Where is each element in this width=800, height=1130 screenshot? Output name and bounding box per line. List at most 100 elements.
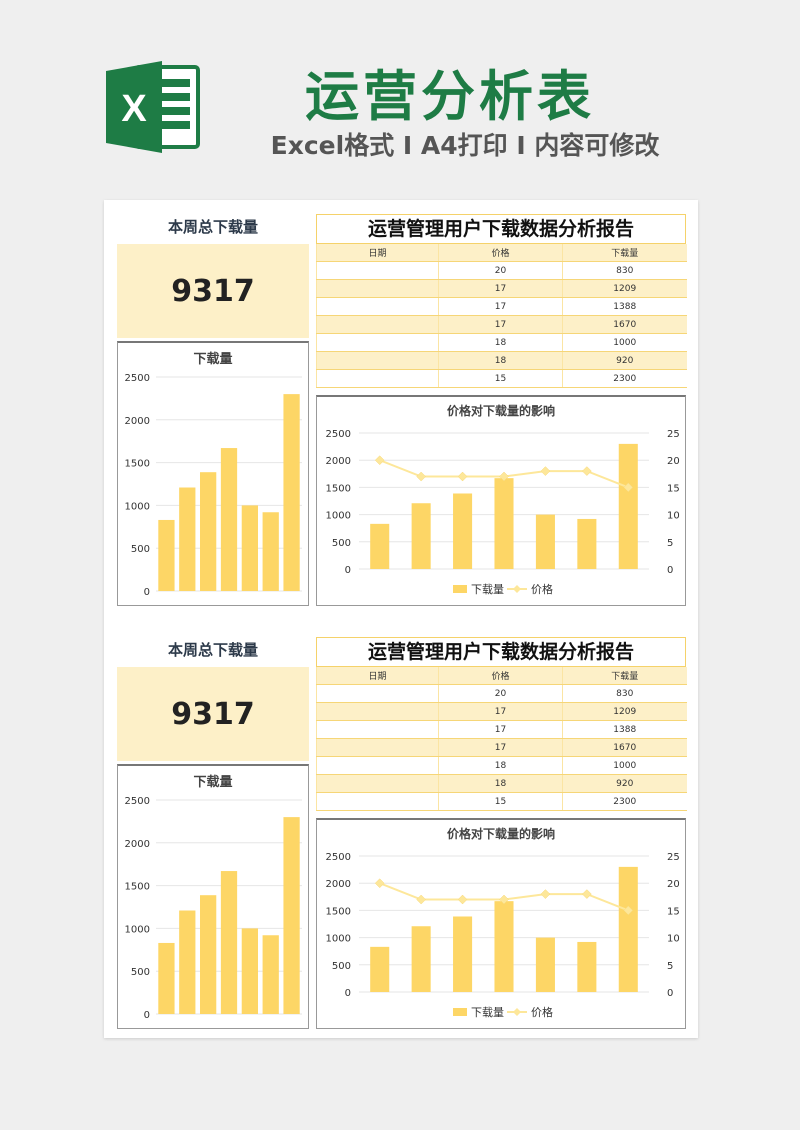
table-row: 18 1000 [316,333,687,352]
chart-title: 价格对下载量的影响 [447,403,555,418]
price-point [540,889,551,899]
cell-price[interactable]: 17 [438,279,563,298]
bar [241,505,258,591]
cell-downloads[interactable]: 920 [562,351,687,370]
cell-date[interactable] [316,756,439,775]
cell-downloads[interactable]: 1000 [562,333,687,352]
bar [411,926,431,992]
weekly-total-label: 本周总下载量 [167,218,258,236]
y-left-tick-label: 1500 [326,483,351,494]
bar [370,523,390,569]
cell-price[interactable]: 18 [438,333,563,352]
price-point [499,471,509,482]
cell-date[interactable] [316,333,439,352]
cell-downloads[interactable]: 1388 [562,720,687,739]
cell-date[interactable] [316,702,439,721]
cell-date[interactable] [316,261,439,280]
cell-downloads[interactable]: 2300 [562,792,687,811]
cell-date[interactable] [316,297,439,316]
cell-price[interactable]: 18 [438,351,563,370]
y-left-tick-label: 2000 [326,879,351,890]
cell-price[interactable]: 18 [438,756,563,775]
weekly-total-value: 9317 [117,244,309,338]
cell-date[interactable] [316,792,439,811]
cell-date[interactable] [316,279,439,298]
price-point [623,482,634,493]
download-bar-chart-svg: 下载量 0 500 1000 1500 2000 2500 [125,351,302,598]
y-left-tick-label: 0 [345,565,351,576]
cell-downloads[interactable]: 1209 [562,279,687,298]
bar [577,941,597,992]
price-point [499,894,509,905]
cell-price[interactable]: 20 [438,261,563,280]
bar [220,448,238,591]
y-tick-label: 2500 [125,796,150,807]
bar [200,895,217,1014]
cell-date[interactable] [316,684,439,703]
bar [453,493,473,569]
cell-price[interactable]: 17 [438,738,563,757]
price-vs-downloads-chart: 价格对下载量的影响 0 500 1000 1500 2000 2500 0 5 10 15 20 25 下… [316,395,686,606]
column-header-price: 价格 [438,244,563,262]
column-header-price: 价格 [438,667,563,685]
y-left-tick-label: 2500 [326,429,351,440]
cell-price[interactable]: 18 [438,774,563,793]
table-row: 18 1000 [316,756,687,775]
cell-date[interactable] [316,738,439,757]
chart-title: 下载量 [193,774,232,790]
download-bar-chart: 下载量 0 500 1000 1500 2000 2500 [117,764,309,1029]
column-header-date: 日期 [316,244,439,262]
cell-downloads[interactable]: 1000 [562,756,687,775]
bar [494,901,514,992]
cell-date[interactable] [316,315,439,334]
logo-letter: X [121,88,147,130]
price-point [416,471,426,482]
bar [618,443,638,569]
y-left-tick-label: 500 [332,538,351,549]
cell-price[interactable]: 17 [438,297,563,316]
bar [411,503,431,569]
y-tick-label: 2500 [125,373,150,384]
y-tick-label: 1000 [125,501,150,512]
cell-downloads[interactable]: 830 [562,684,687,703]
cell-date[interactable] [316,720,439,739]
bar [283,394,300,591]
cell-date[interactable] [316,369,439,388]
table-row: 18 920 [316,774,687,793]
page-header: X 运营分析表 Excel格式 I A4打印 I 内容可修改 [0,0,800,200]
bar [618,866,638,992]
cell-price[interactable]: 15 [438,369,563,388]
y-right-tick-label: 10 [667,934,680,945]
price-point [582,466,592,476]
cell-date[interactable] [316,774,439,793]
cell-downloads[interactable]: 920 [562,774,687,793]
table-row: 18 920 [316,351,687,370]
bar [494,478,514,569]
table-row: 17 1209 [316,702,687,721]
weekly-total-label: 本周总下载量 [167,641,258,659]
price-vs-downloads-chart-svg: 价格对下载量的影响 0 500 1000 1500 2000 2500 0 5 10 15 20 25 下… [326,826,680,1019]
cell-price[interactable]: 17 [438,720,563,739]
cell-downloads[interactable]: 1209 [562,702,687,721]
chart-title: 下载量 [193,351,232,367]
legend-label-price: 价格 [531,1005,553,1019]
bar [241,928,258,1014]
cell-downloads[interactable]: 1670 [562,315,687,334]
report-panel-2: 本周总下载量 9317 下载量 0 500 1000 1500 2000 2500 运营管理… [104,623,698,1043]
bar [453,916,473,992]
cell-downloads[interactable]: 830 [562,261,687,280]
cell-price[interactable]: 17 [438,315,563,334]
cell-downloads[interactable]: 1670 [562,738,687,757]
y-tick-label: 0 [144,587,150,598]
price-point [457,894,468,905]
cell-price[interactable]: 17 [438,702,563,721]
table-row: 15 2300 [316,369,687,388]
cell-price[interactable]: 15 [438,792,563,811]
price-point [540,466,551,476]
cell-date[interactable] [316,351,439,370]
cell-price[interactable]: 20 [438,684,563,703]
cell-downloads[interactable]: 1388 [562,297,687,316]
table-header-row: 日期 价格 下载量 [316,244,687,262]
y-right-tick-label: 15 [667,906,680,917]
cell-downloads[interactable]: 2300 [562,369,687,388]
